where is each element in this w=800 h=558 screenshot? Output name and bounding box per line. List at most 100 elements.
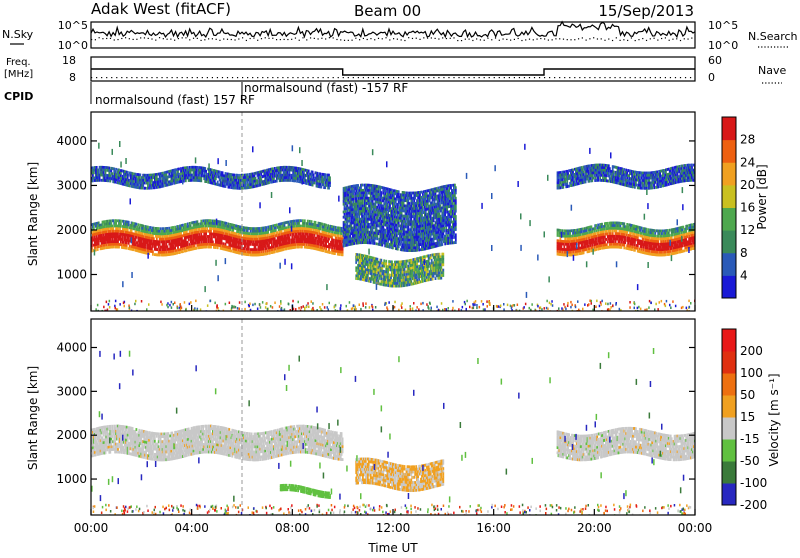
echo-cell	[319, 228, 321, 231]
noise-search-dot	[635, 40, 636, 41]
echo-cell	[376, 227, 378, 230]
echo-cell	[349, 217, 351, 220]
echo-cell	[347, 210, 349, 213]
nave-dot	[398, 77, 399, 78]
noise-search-dot	[563, 39, 564, 40]
echo-cell	[275, 248, 277, 251]
echo-cell	[224, 182, 226, 185]
echo-cell	[279, 233, 281, 236]
echo-cell	[99, 179, 101, 182]
nave-dot	[494, 77, 495, 78]
noise-search-dot	[510, 40, 511, 41]
echo-cell	[397, 227, 399, 230]
nave-dot	[635, 77, 636, 78]
noise-search-dot	[393, 38, 394, 39]
echo-cell	[182, 248, 184, 251]
noise-search-dot	[453, 37, 454, 38]
echo-cell	[238, 233, 240, 236]
echo-cell	[250, 251, 252, 254]
echo-cell	[318, 245, 320, 248]
echo-cell	[207, 238, 209, 241]
nave-dot	[146, 77, 147, 78]
noise-search-dot	[242, 37, 243, 38]
echo-cell	[373, 226, 375, 229]
nave-tick-top: 60	[708, 54, 722, 67]
echo-cell	[180, 167, 182, 170]
echo-cell	[300, 176, 302, 179]
noise-search-dot	[623, 39, 624, 40]
echo-cell	[367, 239, 369, 242]
echo-cell	[222, 171, 224, 174]
echo-cell	[390, 220, 392, 223]
echo-cell	[300, 230, 302, 233]
echo-cell	[352, 193, 354, 196]
noise-left-tick-top: 10^5	[58, 19, 88, 32]
nave-dot	[559, 77, 560, 78]
echo-cell	[177, 170, 179, 173]
echo-cell	[311, 220, 313, 223]
noise-search-dot	[446, 38, 447, 39]
echo-cell	[115, 168, 117, 171]
echo-cell	[138, 226, 140, 229]
echo-cell	[277, 231, 279, 234]
echo-cell	[266, 242, 268, 245]
nave-dot	[212, 77, 213, 78]
echo-cell	[197, 220, 199, 223]
echo-cell	[351, 206, 353, 209]
echo-cell	[182, 224, 184, 227]
noise-search-dot	[178, 38, 179, 39]
nave-dot	[91, 77, 92, 78]
echo-cell	[99, 176, 101, 179]
echo-cell	[398, 245, 400, 248]
echo-cell	[273, 235, 275, 238]
echo-cell	[359, 200, 361, 203]
nave-dot	[685, 77, 686, 78]
noise-search-dot	[325, 38, 326, 39]
noise-search-dot	[555, 38, 556, 39]
echo-cell	[108, 179, 110, 182]
echo-cell	[158, 246, 160, 249]
echo-cell	[111, 172, 113, 175]
echo-cell	[295, 233, 297, 236]
noise-search-dot	[321, 38, 322, 39]
echo-cell	[273, 245, 275, 248]
echo-cell	[352, 195, 354, 198]
noise-search-dot	[450, 38, 451, 39]
echo-cell	[365, 223, 367, 226]
echo-cell	[235, 179, 237, 182]
echo-cell	[259, 251, 261, 254]
echo-cell	[345, 210, 347, 213]
nave-dot	[151, 77, 152, 78]
noise-search-dot	[340, 39, 341, 40]
echo-cell	[103, 171, 105, 174]
echo-cell	[228, 186, 230, 189]
echo-cell	[294, 246, 296, 249]
echo-cell	[175, 249, 177, 252]
echo-cell	[205, 225, 207, 228]
noise-search-dot	[661, 38, 662, 39]
noise-search-dot	[559, 38, 560, 39]
echo-cell	[144, 244, 146, 247]
echo-cell	[377, 216, 379, 219]
echo-cell	[210, 246, 212, 249]
echo-cell	[280, 241, 282, 244]
echo-cell	[108, 172, 110, 175]
echo-cell	[364, 233, 366, 236]
echo-cell	[128, 237, 130, 240]
noise-search-dot	[378, 38, 379, 39]
echo-cell	[223, 242, 225, 245]
echo-cell	[112, 230, 114, 233]
echo-cell	[97, 227, 99, 230]
echo-cell	[289, 179, 291, 182]
echo-cell	[103, 234, 105, 237]
nave-dot	[96, 77, 97, 78]
echo-cell	[374, 239, 376, 242]
echo-cell	[203, 172, 205, 175]
echo-cell	[333, 228, 335, 231]
echo-cell	[394, 203, 396, 206]
nave-dot	[187, 77, 188, 78]
echo-cell	[382, 226, 384, 229]
echo-cell	[159, 243, 161, 246]
echo-cell	[298, 246, 300, 249]
echo-cell	[362, 199, 364, 202]
